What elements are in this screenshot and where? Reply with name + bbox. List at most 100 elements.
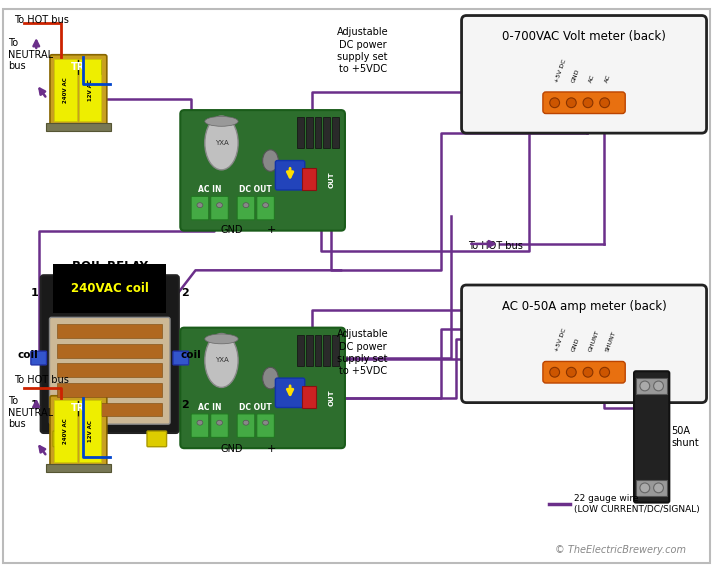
FancyBboxPatch shape xyxy=(462,15,707,133)
Ellipse shape xyxy=(263,420,269,425)
FancyBboxPatch shape xyxy=(31,351,47,365)
FancyBboxPatch shape xyxy=(210,196,229,220)
FancyBboxPatch shape xyxy=(634,371,669,503)
Text: GHUNT: GHUNT xyxy=(588,329,601,352)
FancyBboxPatch shape xyxy=(53,431,73,447)
Circle shape xyxy=(566,367,577,377)
Bar xyxy=(46,123,111,130)
Text: To
NEUTRAL
bus: To NEUTRAL bus xyxy=(8,38,53,72)
Ellipse shape xyxy=(144,291,158,301)
Ellipse shape xyxy=(82,291,96,301)
Bar xyxy=(79,400,101,462)
Ellipse shape xyxy=(263,202,269,208)
FancyBboxPatch shape xyxy=(462,285,707,403)
Bar xyxy=(54,59,77,121)
Bar xyxy=(323,335,331,366)
Circle shape xyxy=(583,367,593,377)
Text: DC OUT: DC OUT xyxy=(240,403,272,411)
Circle shape xyxy=(654,381,663,391)
Text: TR: TR xyxy=(71,403,85,414)
Ellipse shape xyxy=(216,420,223,425)
Circle shape xyxy=(600,367,609,377)
Text: OUT: OUT xyxy=(328,172,334,189)
Bar xyxy=(46,464,111,472)
Bar xyxy=(332,335,339,366)
Text: BOIL RELAY: BOIL RELAY xyxy=(72,260,148,273)
Text: YXA: YXA xyxy=(215,140,229,146)
Bar xyxy=(297,117,304,148)
Ellipse shape xyxy=(197,420,203,425)
FancyBboxPatch shape xyxy=(543,92,625,113)
FancyBboxPatch shape xyxy=(181,328,345,448)
Bar xyxy=(58,363,162,377)
Ellipse shape xyxy=(197,202,203,208)
Text: +5V DC: +5V DC xyxy=(555,58,568,83)
Ellipse shape xyxy=(263,150,278,172)
Text: coil: coil xyxy=(18,350,39,360)
Bar xyxy=(297,335,304,366)
Ellipse shape xyxy=(205,116,238,170)
FancyBboxPatch shape xyxy=(41,275,179,433)
FancyBboxPatch shape xyxy=(257,414,274,438)
Text: 1: 1 xyxy=(31,288,39,298)
Text: 12V AC: 12V AC xyxy=(87,79,92,101)
Text: TR: TR xyxy=(71,62,85,73)
Circle shape xyxy=(566,98,577,108)
FancyBboxPatch shape xyxy=(275,161,305,190)
Circle shape xyxy=(550,98,560,108)
Text: AC 0-50A amp meter (back): AC 0-50A amp meter (back) xyxy=(502,300,666,313)
Text: 30A/250VAC DPDT: 30A/250VAC DPDT xyxy=(62,273,158,283)
Bar xyxy=(636,480,668,496)
FancyBboxPatch shape xyxy=(237,414,255,438)
Text: SHUNT: SHUNT xyxy=(605,331,617,352)
Bar xyxy=(58,403,162,416)
Text: 1: 1 xyxy=(31,400,39,411)
Text: 12V AC: 12V AC xyxy=(87,420,92,442)
Text: GND: GND xyxy=(571,337,581,352)
Bar xyxy=(332,117,339,148)
Circle shape xyxy=(550,367,560,377)
Text: To
NEUTRAL
bus: To NEUTRAL bus xyxy=(8,396,53,429)
FancyBboxPatch shape xyxy=(237,196,255,220)
Ellipse shape xyxy=(205,117,238,126)
Text: © TheElectricBrewery.com: © TheElectricBrewery.com xyxy=(555,545,686,554)
Text: To HOT bus: To HOT bus xyxy=(14,375,68,385)
Circle shape xyxy=(600,98,609,108)
Bar xyxy=(56,400,101,415)
Ellipse shape xyxy=(216,202,223,208)
Text: GND: GND xyxy=(221,225,243,235)
Bar xyxy=(54,400,77,462)
Ellipse shape xyxy=(205,333,238,387)
Text: YXA: YXA xyxy=(215,358,229,363)
Text: AC IN: AC IN xyxy=(198,403,221,411)
Ellipse shape xyxy=(124,291,137,301)
Text: 22 gauge wire
(LOW CURRENT/DC/SIGNAL): 22 gauge wire (LOW CURRENT/DC/SIGNAL) xyxy=(574,494,700,514)
Bar xyxy=(58,344,162,358)
Text: 240V AC: 240V AC xyxy=(63,418,68,444)
FancyBboxPatch shape xyxy=(50,317,170,424)
FancyBboxPatch shape xyxy=(191,414,209,438)
Circle shape xyxy=(654,483,663,492)
Text: AC: AC xyxy=(605,73,612,83)
Bar xyxy=(636,378,668,394)
Ellipse shape xyxy=(103,291,116,301)
Text: 2: 2 xyxy=(181,288,189,298)
Ellipse shape xyxy=(62,291,76,301)
Ellipse shape xyxy=(243,420,249,425)
Text: GND: GND xyxy=(221,444,243,454)
Bar xyxy=(56,59,101,74)
Circle shape xyxy=(640,381,649,391)
Text: AC: AC xyxy=(588,73,596,83)
Text: To HOT bus: To HOT bus xyxy=(14,15,68,25)
Text: +5V DC: +5V DC xyxy=(555,328,568,352)
Bar xyxy=(79,59,101,121)
Text: GND: GND xyxy=(571,68,581,83)
FancyBboxPatch shape xyxy=(257,196,274,220)
Bar xyxy=(314,335,322,366)
Text: 2: 2 xyxy=(181,400,189,411)
Bar xyxy=(306,117,312,148)
Bar xyxy=(306,335,312,366)
FancyBboxPatch shape xyxy=(275,378,305,407)
FancyBboxPatch shape xyxy=(50,396,107,466)
Bar xyxy=(323,117,331,148)
